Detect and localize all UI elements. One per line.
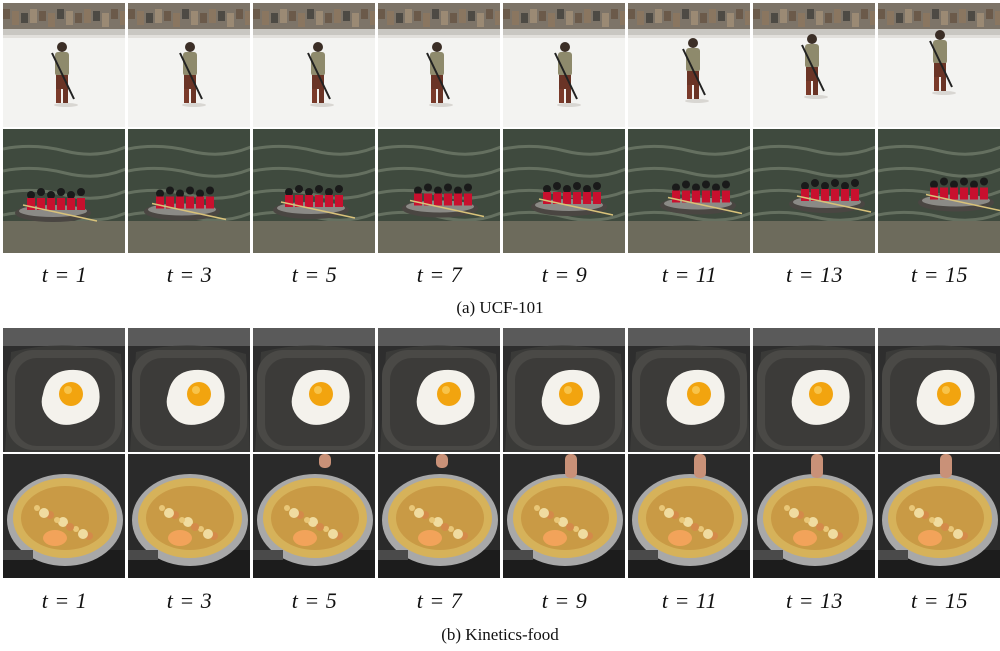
skier-frame <box>753 3 876 127</box>
soup-frame <box>128 454 251 578</box>
egg-frame <box>628 328 751 452</box>
soup-frame <box>3 454 126 578</box>
rafting-frame <box>503 129 626 253</box>
skier-frame <box>253 3 376 127</box>
caption-b: (b) Kinetics-food <box>441 625 559 644</box>
time-label: t = 3 <box>166 262 213 287</box>
time-label: t = 13 <box>786 588 843 613</box>
rafting-frame <box>3 129 126 253</box>
time-label: t = 3 <box>166 588 213 613</box>
skier-frame <box>503 3 626 127</box>
time-label: t = 11 <box>661 588 718 613</box>
time-label: t = 7 <box>416 588 463 613</box>
time-label: t = 15 <box>911 262 968 287</box>
egg-frame <box>128 328 251 452</box>
skier-frame <box>3 3 126 127</box>
soup-frame <box>628 454 751 578</box>
row-egg <box>3 328 1000 452</box>
rafting-frame <box>253 129 376 253</box>
soup-frame <box>753 454 876 578</box>
rafting-frame <box>378 129 501 253</box>
time-label: t = 1 <box>41 262 88 287</box>
skier-frame <box>378 3 501 127</box>
rafting-frame <box>128 129 251 253</box>
time-label: t = 9 <box>541 262 588 287</box>
soup-frame <box>253 454 376 578</box>
egg-frame <box>378 328 501 452</box>
rafting-frame <box>628 129 751 253</box>
caption-a: (a) UCF-101 <box>456 298 544 317</box>
row-skier <box>3 3 1000 127</box>
time-label: t = 11 <box>661 262 718 287</box>
egg-frame <box>3 328 126 452</box>
skier-frame <box>128 3 251 127</box>
time-label: t = 1 <box>41 588 88 613</box>
egg-frame <box>253 328 376 452</box>
time-label: t = 5 <box>291 262 338 287</box>
soup-frame <box>878 454 1000 578</box>
rafting-frame <box>753 129 876 253</box>
time-label: t = 15 <box>911 588 968 613</box>
egg-frame <box>878 328 1000 452</box>
row-rafting <box>3 129 1000 253</box>
skier-frame <box>628 3 751 127</box>
time-label: t = 9 <box>541 588 588 613</box>
soup-frame <box>503 454 626 578</box>
egg-frame <box>503 328 626 452</box>
row-soup <box>3 454 1000 578</box>
time-label: t = 5 <box>291 588 338 613</box>
skier-frame <box>878 3 1000 127</box>
egg-frame <box>753 328 876 452</box>
time-label: t = 7 <box>416 262 463 287</box>
time-label: t = 13 <box>786 262 843 287</box>
rafting-frame <box>878 129 1000 253</box>
soup-frame <box>378 454 501 578</box>
